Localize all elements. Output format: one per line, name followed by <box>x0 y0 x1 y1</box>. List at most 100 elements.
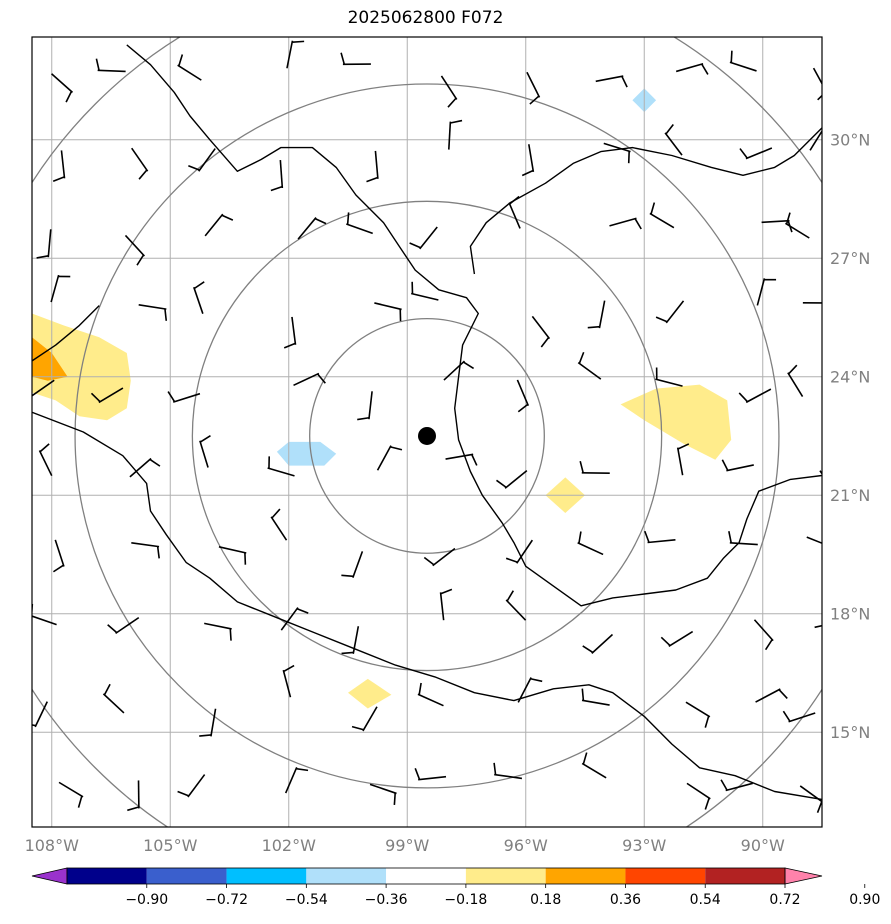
storm-center-marker <box>418 426 436 445</box>
latitude-label: 27°N <box>830 249 870 268</box>
colorbar-segment <box>306 868 387 884</box>
wind-barb <box>516 379 530 413</box>
wind-barb <box>282 664 295 698</box>
wind-barb <box>721 459 754 472</box>
wind-barb <box>270 508 288 541</box>
wind-barb <box>188 148 216 172</box>
wind-barb <box>655 367 683 387</box>
colorbar-segment <box>625 868 706 884</box>
wind-barb <box>582 633 614 654</box>
wind-barb <box>806 536 822 545</box>
colorbar-extend-low <box>31 867 68 885</box>
wind-barb <box>199 435 211 468</box>
wind-barb <box>581 752 607 779</box>
wind-barb <box>95 58 126 73</box>
wind-barb <box>603 142 631 164</box>
wind-barb <box>193 281 205 314</box>
wind-barb <box>199 708 217 737</box>
wind-barb <box>38 443 53 477</box>
wind-barb <box>124 234 146 266</box>
longitude-label: 108°W <box>25 836 80 855</box>
wind-barb <box>440 75 458 108</box>
wind-barb <box>686 782 711 810</box>
wind-barb <box>293 372 326 387</box>
wind-barb <box>445 453 478 466</box>
wind-barb <box>664 123 683 156</box>
wind-barb <box>581 688 610 706</box>
latitude-label: 18°N <box>830 605 870 624</box>
contour-region-2 <box>620 384 732 460</box>
colorbar-label: −0.54 <box>285 892 328 908</box>
colorbar-segment <box>386 868 466 884</box>
wind-barb <box>138 304 168 321</box>
wind-barbs <box>32 40 822 814</box>
colorbar-label: −0.90 <box>125 892 168 908</box>
map-frame <box>31 36 823 828</box>
wind-barb <box>802 302 822 304</box>
contour-region-4 <box>348 678 392 709</box>
wind-barb <box>177 774 206 798</box>
longitude-label: 105°W <box>143 836 198 855</box>
colorbar-segment <box>226 868 307 884</box>
colorbar-label: 0.18 <box>530 892 561 908</box>
range-ring <box>309 317 545 554</box>
map-title: 2025062800 F072 <box>347 8 504 28</box>
wind-barb <box>357 391 373 421</box>
wind-barb <box>738 388 772 404</box>
colorbar-label: 0.72 <box>769 892 800 908</box>
wind-barb <box>351 706 378 732</box>
longitude-label: 90°W <box>741 836 785 855</box>
longitude-label: 93°W <box>622 836 666 855</box>
latitude-label: 21°N <box>830 486 870 505</box>
wind-barb <box>297 217 327 240</box>
wind-barb <box>728 531 758 546</box>
wind-barb <box>755 688 788 703</box>
wind-barb <box>784 212 810 239</box>
colorbar-label: −0.36 <box>365 892 408 908</box>
wind-barb <box>448 119 463 150</box>
wind-barb <box>739 147 773 160</box>
wind-barb <box>609 217 642 230</box>
wind-barb <box>366 150 379 183</box>
colorbar-segment <box>465 868 546 884</box>
wind-barb <box>376 445 403 471</box>
wind-barb <box>280 607 309 631</box>
contour-region-1 <box>32 337 68 381</box>
wind-barb <box>346 212 373 235</box>
wind-barb <box>32 379 55 397</box>
wind-barb <box>595 75 628 88</box>
latitude-label: 15°N <box>830 723 870 742</box>
wind-barb <box>107 616 140 635</box>
wind-barb <box>577 351 602 380</box>
wind-barb <box>177 54 202 81</box>
wind-barb <box>283 316 297 349</box>
wind-barb <box>36 229 52 259</box>
colorbar-segment <box>146 868 227 884</box>
wind-barb <box>782 710 816 723</box>
gridlines <box>32 37 822 827</box>
colorbar-label: 0.90 <box>849 892 880 908</box>
wind-barb <box>52 539 65 573</box>
colorbar: −0.90 −0.72 −0.54 −0.36 −0.18 0.18 0.36 0.54 0.7… <box>31 867 880 908</box>
wind-barb <box>374 302 402 322</box>
coastline-segment <box>469 127 822 275</box>
coastline-segment <box>32 305 100 362</box>
wind-barb <box>531 315 551 348</box>
wind-barb <box>439 588 453 621</box>
wind-barb <box>423 547 456 567</box>
wind-barb <box>267 456 295 477</box>
wind-barb <box>729 50 757 72</box>
wind-barb <box>660 630 694 647</box>
contour-fill-layer <box>32 88 732 709</box>
coastline-segment <box>32 411 822 801</box>
longitude-label: 102°W <box>262 836 317 855</box>
wind-barb <box>167 391 201 403</box>
wind-barb <box>52 150 66 183</box>
wind-barb <box>218 546 247 565</box>
wind-barb <box>50 274 71 303</box>
wind-barb <box>90 387 124 404</box>
wind-barb <box>720 779 753 792</box>
wind-barb <box>799 785 822 814</box>
wind-barb <box>756 278 777 306</box>
range-ring <box>191 200 663 672</box>
